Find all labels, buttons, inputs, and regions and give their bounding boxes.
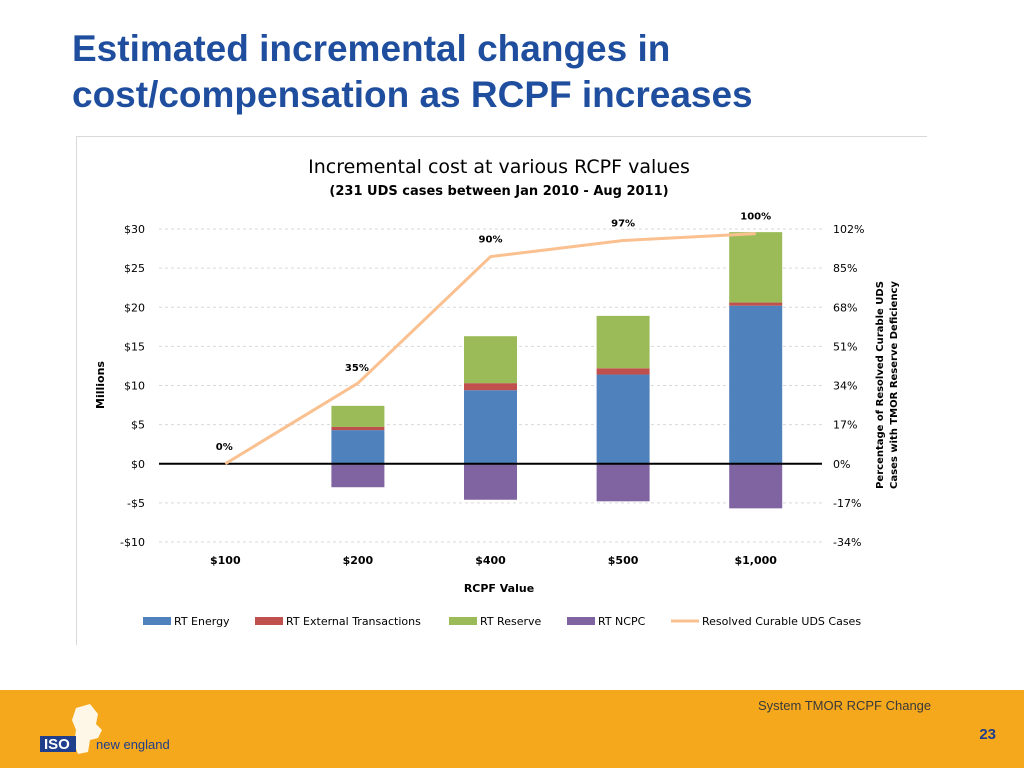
bar-rt-external-transactions bbox=[729, 302, 783, 306]
data-label: 90% bbox=[479, 235, 503, 246]
legend-label: RT NCPC bbox=[598, 615, 646, 628]
logo-new-england-text: new england bbox=[96, 737, 170, 752]
bar-rt-energy bbox=[464, 390, 517, 464]
bar-rt-reserve bbox=[464, 336, 517, 384]
bar-rt-energy bbox=[331, 430, 385, 464]
y-tick-label: $30 bbox=[124, 223, 145, 236]
slide-title-line-1: Estimated incremental changes in bbox=[72, 28, 671, 69]
y2-tick-label: -17% bbox=[833, 497, 861, 510]
y2-tick-label: 17% bbox=[833, 419, 857, 432]
y-axis-label: Millions bbox=[94, 361, 107, 409]
legend-swatch bbox=[255, 617, 283, 625]
bar-rt-energy bbox=[729, 305, 783, 464]
data-label: 97% bbox=[611, 219, 635, 230]
resolved-curable-line bbox=[224, 232, 756, 466]
data-label: 100% bbox=[740, 212, 771, 223]
data-label: 0% bbox=[216, 442, 233, 453]
legend-swatch bbox=[143, 617, 171, 625]
x-tick-label: $400 bbox=[475, 554, 506, 567]
logo-iso-text: ISO bbox=[44, 736, 70, 753]
data-label: 35% bbox=[345, 363, 369, 374]
x-tick-label: $200 bbox=[343, 554, 374, 567]
incremental-cost-chart: Incremental cost at various RCPF values … bbox=[94, 156, 900, 628]
y2-tick-label: 0% bbox=[833, 458, 850, 471]
y-tick-label: $25 bbox=[124, 262, 145, 275]
bar-rt-external-transactions bbox=[331, 426, 385, 431]
legend-label: RT External Transactions bbox=[286, 615, 421, 628]
bar-rt-reserve bbox=[331, 405, 385, 427]
y2-tick-label: 34% bbox=[833, 380, 857, 393]
iso-logo-box bbox=[40, 736, 76, 752]
bar-rt-ncpc bbox=[729, 463, 783, 509]
bar-rt-external-transactions bbox=[596, 368, 650, 375]
x-tick-label: $1,000 bbox=[734, 554, 777, 567]
new-england-map-icon bbox=[72, 704, 102, 754]
bar-rt-ncpc bbox=[596, 463, 650, 502]
y2-tick-label: -34% bbox=[833, 536, 861, 549]
iso-new-england-logo: ISO new england bbox=[40, 704, 170, 754]
x-tick-label: $500 bbox=[608, 554, 639, 567]
footer-bar: ISO new england System TMOR RCPF Change … bbox=[0, 690, 1024, 768]
footer-caption: System TMOR RCPF Change bbox=[758, 698, 932, 713]
y-tick-label: $20 bbox=[124, 301, 145, 314]
y2-tick-label: 85% bbox=[833, 262, 857, 275]
slide-title-line-2: cost/compensation as RCPF increases bbox=[72, 74, 753, 115]
y-tick-label: $0 bbox=[131, 458, 145, 471]
bar-rt-energy bbox=[596, 374, 650, 464]
y2-tick-label: 68% bbox=[833, 301, 857, 314]
y2-tick-label: 102% bbox=[833, 223, 864, 236]
y-tick-label: -$5 bbox=[127, 497, 145, 510]
bar-rt-ncpc bbox=[331, 463, 385, 488]
legend-swatch bbox=[567, 617, 595, 625]
slide-title: Estimated incremental changes in cost/co… bbox=[72, 26, 972, 118]
y-tick-label: $10 bbox=[124, 380, 145, 393]
y-tick-label: $15 bbox=[124, 340, 145, 353]
legend-label: RT Energy bbox=[174, 615, 230, 628]
bar-rt-external-transactions bbox=[464, 383, 517, 391]
page-number: 23 bbox=[979, 726, 996, 743]
x-tick-label: $100 bbox=[210, 554, 241, 567]
chart-title: Incremental cost at various RCPF values bbox=[308, 156, 690, 178]
legend-swatch bbox=[449, 617, 477, 625]
y2-tick-label: 51% bbox=[833, 340, 857, 353]
bar-rt-ncpc bbox=[464, 463, 517, 500]
legend-label: Resolved Curable UDS Cases bbox=[702, 615, 861, 628]
y-tick-label: -$10 bbox=[120, 536, 145, 549]
legend-label: RT Reserve bbox=[480, 615, 542, 628]
chart-subtitle: (231 UDS cases between Jan 2010 - Aug 20… bbox=[329, 184, 668, 199]
bar-rt-reserve bbox=[596, 315, 650, 369]
chart-frame: Incremental cost at various RCPF values … bbox=[76, 136, 927, 645]
bar-rt-reserve bbox=[729, 232, 783, 303]
y-tick-label: $5 bbox=[131, 419, 145, 432]
y2-axis-label-line-1: Percentage of Resolved Curable UDS bbox=[875, 281, 886, 489]
x-axis-label: RCPF Value bbox=[464, 582, 534, 595]
y2-axis-label-line-2: Cases with TMOR Reserve Deficiency bbox=[889, 281, 900, 489]
